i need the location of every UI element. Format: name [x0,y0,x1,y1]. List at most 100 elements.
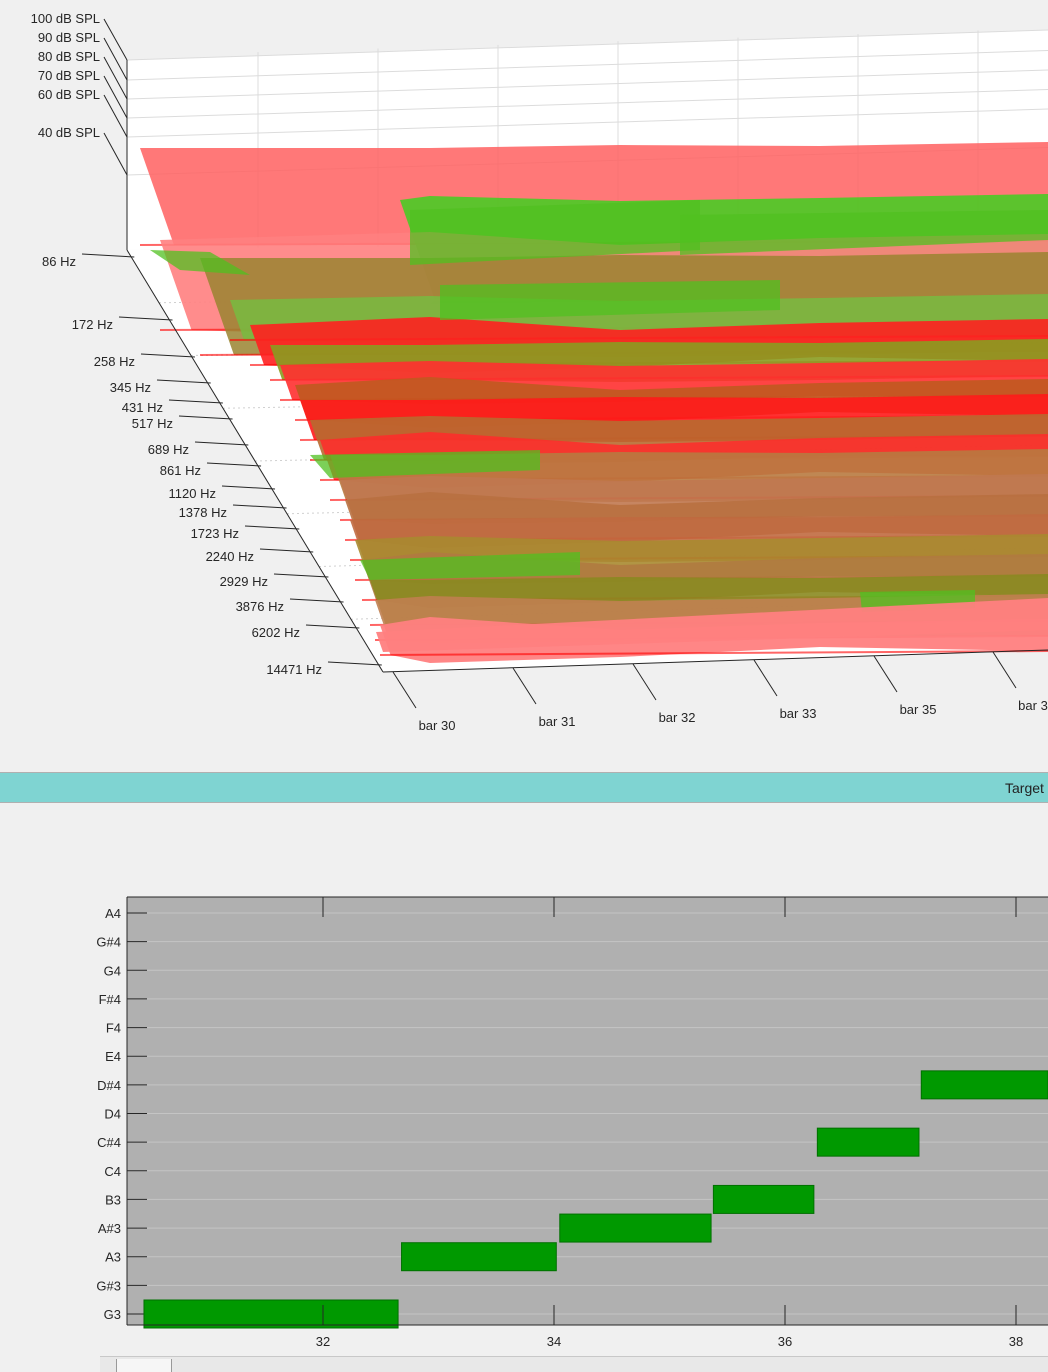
note-block [143,1299,399,1329]
freq-tick-label: 1120 Hz [169,486,216,501]
z-tick-label: 70 dB SPL [38,68,100,83]
freq-tick [244,525,300,530]
pitch-tick-label: G#3 [96,1278,121,1293]
bar-tick [392,671,417,709]
match-region [360,552,580,580]
pitch-tick-label: A3 [105,1250,121,1265]
freq-tick-label: 861 Hz [160,463,201,478]
horizontal-scrollbar[interactable] [100,1356,1048,1372]
freq-tick [259,548,314,553]
spectrum-axes: 100 dB SPL 90 dB SPL 80 dB SPL 70 dB SPL 60 … [31,11,1048,733]
bar-tick-label: bar 33 [780,706,817,721]
match-region [680,210,1048,255]
z-tick-label: 80 dB SPL [38,49,100,64]
freq-tick-label: 172 Hz [72,317,113,332]
freq-tick [327,661,382,666]
freq-tick [168,399,223,404]
time-tick-label: 38 [1009,1334,1023,1349]
z-tick [103,94,128,138]
freq-tick [194,441,249,446]
pitch-tick-label: G3 [104,1307,121,1322]
divider-label: Target [1005,780,1044,796]
pitch-tick-label: E4 [105,1049,121,1064]
piano-roll: A4 G#4 G4 F#4 F4 E4 D#4 D4 C#4 C4 B3 A#3 A3 G#3 G3 32 34… [96,896,1048,1349]
freq-tick [273,573,329,578]
spectrum-surfaces [126,29,1048,672]
freq-tick-label: 1723 Hz [191,526,239,541]
freq-tick [289,598,344,603]
note-block [920,1070,1048,1100]
freq-tick-label: 14471 Hz [266,662,322,677]
freq-tick [221,485,276,490]
note-block [712,1184,815,1214]
freq-tick-label: 689 Hz [148,442,189,457]
freq-tick-label: 2240 Hz [206,549,254,564]
pitch-tick-label: C4 [104,1164,121,1179]
bar-tick-label: bar 32 [659,710,696,725]
freq-tick-label: 86 Hz [42,254,76,269]
z-tick-label: 60 dB SPL [38,87,100,102]
z-tick [103,132,128,176]
bar-axis-line [382,649,1048,673]
band-edge [379,650,1048,656]
spectrum-floor-band [376,598,1048,652]
freq-tick-label: 431 Hz [122,400,163,415]
bar-tick [873,655,898,693]
time-tick-label: 34 [547,1334,561,1349]
pitch-tick-label: D#4 [97,1078,121,1093]
z-tick [103,75,128,119]
pitch-tick-label: F4 [106,1021,121,1036]
time-tick-label: 32 [316,1334,330,1349]
note-block [816,1127,920,1157]
wall-gridline [126,69,1048,100]
freq-tick [305,624,360,629]
pitch-tick-label: B3 [105,1192,121,1207]
bar-tick-label: bar 30 [419,718,456,733]
bar-tick-label: bar 3 [1018,698,1048,713]
freq-tick [118,316,173,321]
wall-gridline [126,29,1048,61]
freq-tick [156,379,211,384]
spectrum-3d-plot: 100 dB SPL 90 dB SPL 80 dB SPL 70 dB SPL 60 … [30,11,1048,733]
z-tick-label: 40 dB SPL [38,125,100,140]
scrollbar-thumb[interactable] [116,1359,172,1372]
match-region [410,200,700,265]
pitch-tick-label: D4 [104,1107,121,1122]
freq-tick-label: 258 Hz [94,354,135,369]
z-tick [103,37,128,81]
bar-tick [992,651,1017,689]
pitch-tick-label: C#4 [97,1135,121,1150]
freq-tick [206,462,262,467]
freq-tick-label: 2929 Hz [220,574,268,589]
wall-gridline [126,108,1048,138]
z-tick-label: 90 dB SPL [38,30,100,45]
bar-tick [753,659,778,697]
freq-tick [232,504,287,509]
pitch-tick-label: G#4 [96,935,121,950]
time-tick-label: 36 [778,1334,792,1349]
note-block [401,1242,557,1272]
wall-gridline [126,89,1048,119]
z-tick [103,56,128,100]
freq-tick-label: 6202 Hz [252,625,300,640]
freq-tick-label: 1378 Hz [179,505,227,520]
match-region [150,250,250,275]
roll-background [127,897,1048,1325]
piano-roll-plot: A4 G#4 G4 F#4 F4 E4 D#4 D4 C#4 C4 B3 A#3 A3 G#3 G3 32 34… [96,896,1048,1349]
freq-tick-label: 3876 Hz [236,599,284,614]
match-region [310,450,540,478]
wall-gridline [126,50,1048,81]
match-region [440,280,780,320]
freq-tick-label: 517 Hz [132,416,173,431]
note-block [559,1213,712,1243]
bar-tick [632,663,657,701]
bar-tick-label: bar 31 [539,714,576,729]
pitch-tick-label: A#3 [98,1221,121,1236]
bar-tick-label: bar 35 [900,702,937,717]
panel-divider[interactable]: Target [0,772,1048,803]
freq-tick-label: 345 Hz [110,380,151,395]
bar-tick [512,667,537,705]
pitch-tick-label: F#4 [99,992,121,1007]
freq-tick [178,415,233,420]
pitch-tick-label: G4 [104,963,121,978]
